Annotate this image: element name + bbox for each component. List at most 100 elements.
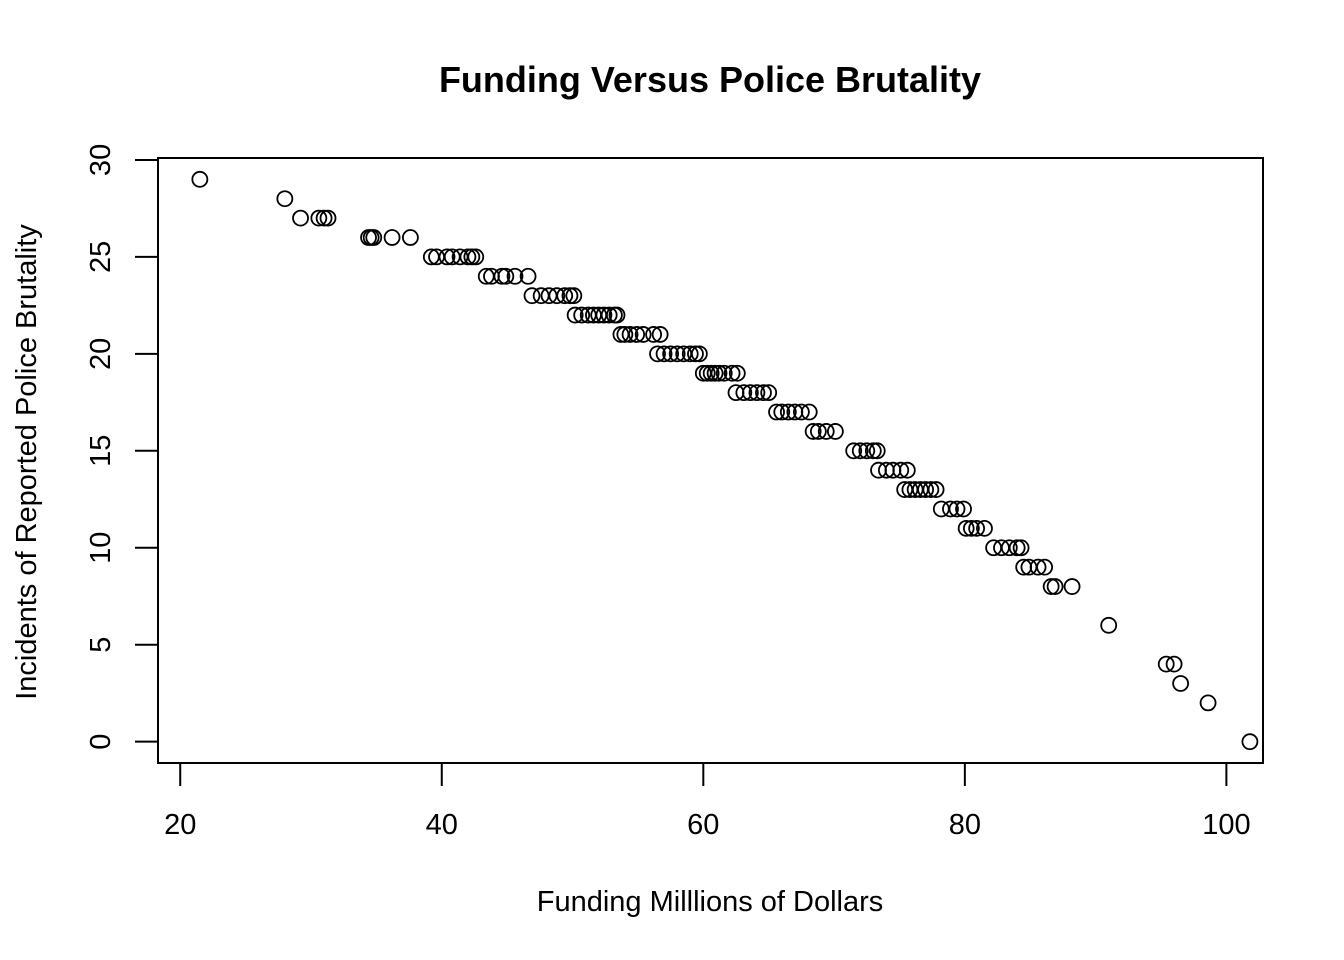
data-point (556, 287, 574, 305)
y-tick-label: 15 (85, 435, 117, 467)
data-point (1100, 616, 1118, 634)
data-point (1063, 578, 1081, 595)
data-point (497, 267, 515, 285)
data-point (319, 209, 337, 227)
y-axis: 0 5 10 15 20 25 30 (85, 144, 159, 750)
data-point (942, 500, 959, 518)
data-point (467, 248, 485, 266)
data-point (401, 229, 419, 246)
data-point (565, 287, 583, 305)
data-point (649, 345, 666, 363)
x-tick-label: 20 (164, 809, 196, 841)
data-point (616, 326, 634, 343)
data-point (621, 326, 639, 343)
data-point (710, 364, 728, 382)
chart-title: Funding Versus Police Brutality (439, 59, 981, 100)
data-point (968, 519, 986, 537)
data-point (845, 442, 863, 460)
data-point (383, 229, 401, 246)
data-point (506, 267, 524, 285)
data-point (191, 170, 209, 188)
data-point (438, 248, 456, 266)
data-point (655, 345, 673, 363)
data-point (1036, 558, 1054, 576)
data-point (662, 345, 680, 363)
data-point (668, 345, 686, 363)
data-point (826, 423, 844, 440)
data-point (1029, 558, 1047, 576)
data-point (276, 190, 294, 208)
data-point (864, 442, 882, 460)
data-point (1000, 539, 1018, 557)
data-point (741, 384, 759, 402)
data-point (927, 481, 945, 498)
data-point (1172, 675, 1190, 692)
data-point (493, 267, 511, 285)
data-point (292, 209, 309, 227)
data-point (690, 345, 708, 363)
data-point (779, 403, 797, 421)
data-point (1157, 655, 1175, 673)
data-points (191, 170, 1259, 751)
y-tick-label: 30 (85, 144, 117, 176)
data-point (706, 364, 724, 382)
data-point (1046, 578, 1064, 595)
data-point (523, 287, 541, 305)
data-point (365, 229, 383, 246)
data-point (768, 403, 785, 421)
data-point (723, 364, 741, 382)
data-point (645, 326, 663, 343)
data-point (681, 345, 699, 363)
data-point (1012, 539, 1030, 557)
data-point (519, 267, 537, 285)
data-point (817, 423, 835, 440)
data-point (463, 248, 481, 266)
x-axis: 20 40 60 80 100 (164, 762, 1251, 841)
data-point (548, 287, 566, 305)
data-point (868, 442, 886, 460)
data-point (760, 384, 778, 402)
x-tick-label: 40 (426, 809, 458, 841)
data-point (561, 287, 579, 305)
data-point (976, 519, 993, 537)
data-point (962, 519, 980, 537)
data-point (715, 364, 733, 382)
data-point (809, 423, 827, 440)
data-point (612, 326, 630, 343)
data-point (1199, 694, 1217, 712)
data-point (310, 209, 328, 227)
x-tick-label: 60 (687, 809, 719, 841)
data-point (728, 364, 746, 382)
data-point (600, 306, 618, 324)
data-point (595, 306, 613, 324)
data-point (922, 481, 940, 498)
data-point (651, 326, 669, 343)
data-point (917, 481, 935, 498)
data-point (1241, 733, 1259, 751)
data-point (957, 519, 975, 537)
data-point (566, 306, 584, 324)
data-point (773, 403, 791, 421)
data-point (755, 384, 772, 402)
y-tick-label: 20 (85, 338, 117, 370)
y-tick-label: 5 (85, 637, 117, 653)
y-tick-label: 10 (85, 532, 117, 564)
data-point (792, 403, 810, 421)
data-point (858, 442, 876, 460)
data-point (459, 248, 477, 266)
data-point (687, 345, 704, 363)
data-point (1165, 655, 1183, 673)
data-point (800, 403, 818, 421)
x-tick-label: 100 (1202, 809, 1250, 841)
data-point (851, 442, 869, 460)
data-point (1042, 578, 1060, 595)
data-point (955, 500, 972, 518)
y-tick-label: 25 (85, 241, 117, 273)
data-point (634, 326, 652, 343)
data-point (608, 306, 626, 324)
data-point (628, 326, 646, 343)
data-point (702, 364, 720, 382)
data-point (698, 364, 716, 382)
data-point (804, 423, 822, 440)
